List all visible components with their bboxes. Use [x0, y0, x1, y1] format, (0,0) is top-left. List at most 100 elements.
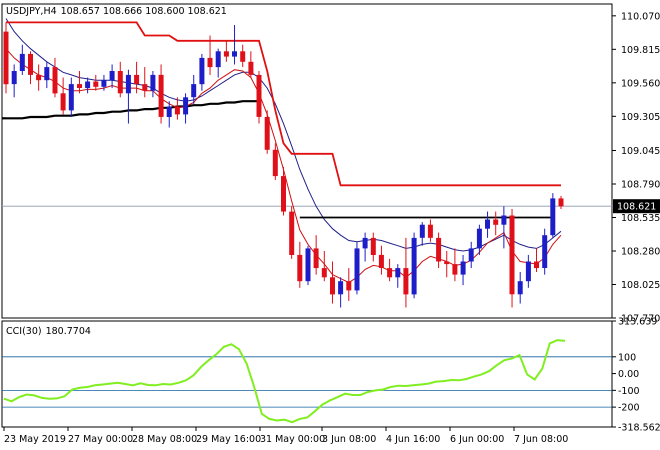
candle-body	[93, 81, 99, 87]
time-tick-label: 7 Jun 08:00	[514, 434, 568, 445]
candle-body	[550, 198, 556, 236]
candle-body	[330, 277, 335, 295]
candle-body	[403, 268, 409, 295]
candle-body	[362, 237, 368, 249]
candle-body	[542, 235, 548, 268]
candle-body	[436, 237, 442, 262]
candle-body	[444, 261, 450, 265]
price-tick-label: 109.045	[621, 146, 660, 157]
cci-tick-label: 313.639	[618, 317, 657, 328]
time-tick-label: 27 May 00:00	[68, 434, 133, 445]
price-tick-label: 108.025	[621, 280, 660, 291]
candle-body	[289, 211, 295, 255]
cci-title: CCI(30) 180.7704	[6, 326, 91, 337]
candle-body	[338, 281, 344, 295]
cci-axis: 313.639 100 0.00 -100 -200 -318.5623	[612, 317, 660, 434]
candle-body	[370, 237, 376, 255]
candle-body	[207, 57, 213, 68]
candle-body	[321, 268, 327, 278]
candle-body	[240, 51, 246, 62]
candle-body	[452, 264, 458, 275]
candle-body	[134, 74, 140, 85]
cci-tick-label: -200	[618, 403, 640, 414]
chart-symbol: USDJPY,H4 108.657 108.666 108.600 108.621	[6, 6, 227, 17]
candle-body	[493, 219, 499, 225]
channel-upper-line	[6, 21, 561, 187]
time-tick-label: 31 May 00:00	[260, 434, 325, 445]
current-price-box	[613, 199, 660, 214]
cci-line	[3, 339, 566, 424]
candle-body	[411, 237, 417, 295]
candle-body	[517, 281, 523, 295]
fast-ma-line	[5, 18, 562, 252]
time-tick-label: 6 Jun 00:00	[450, 434, 504, 445]
candle-body	[183, 97, 189, 115]
candle-body	[223, 51, 229, 57]
candle-body	[158, 74, 164, 117]
long-ma-line	[6, 100, 259, 120]
candle-body	[427, 224, 433, 238]
candle-body	[281, 176, 286, 212]
candle-body	[256, 74, 262, 117]
candle-body	[36, 74, 42, 81]
price-tick-label: 109.305	[621, 112, 660, 123]
cci-tick-label: 0.00	[618, 369, 639, 380]
candle-body	[150, 74, 156, 91]
candle-body	[60, 93, 66, 111]
candle-body	[142, 84, 148, 91]
current-price-label: 108.621	[617, 202, 656, 213]
cci-tick-label: -318.5623	[618, 423, 660, 434]
price-marks	[2, 18, 612, 308]
candle-body	[101, 80, 107, 87]
candle-body	[3, 31, 9, 85]
candle-body	[485, 219, 490, 229]
candle-body	[264, 117, 270, 150]
candle-body	[509, 215, 515, 295]
candle-body	[476, 228, 482, 249]
candle-body	[109, 71, 115, 81]
candle-body	[305, 248, 311, 282]
cci-tick-label: 100	[618, 352, 636, 363]
price-panel: USDJPY,H4 108.657 108.666 108.600 108.621	[1, 3, 613, 319]
candle-body	[297, 254, 303, 282]
candle-body	[215, 51, 221, 68]
cci-marks	[2, 339, 612, 424]
candle-body	[125, 74, 131, 94]
candle-body	[166, 106, 172, 117]
cci-panel-frame	[1, 320, 613, 428]
price-tick-label: 107.770	[621, 314, 660, 325]
time-tick-label: 23 May 2019	[4, 434, 66, 445]
candle-body	[468, 248, 474, 262]
time-tick-label: 28 May 08:00	[132, 434, 197, 445]
candle-body	[44, 67, 50, 81]
time-tick-label: 4 Jun 16:00	[386, 434, 440, 445]
candle-body	[85, 81, 91, 89]
candle-body	[354, 248, 360, 291]
price-tick-label: 108.535	[621, 213, 660, 224]
candle-body	[525, 261, 531, 282]
candle-body	[28, 53, 33, 75]
candle-body	[378, 254, 384, 268]
candle-body	[174, 106, 180, 115]
price-tick-label: 110.070	[621, 11, 660, 22]
candle-body	[534, 261, 539, 269]
cci-tick-label: -100	[618, 386, 640, 397]
price-panel-frame	[1, 3, 613, 319]
candle-body	[248, 61, 254, 75]
candle-body	[11, 71, 17, 85]
candle-body	[501, 215, 507, 225]
candle-body	[558, 198, 564, 207]
candle-body	[199, 57, 205, 85]
price-axis: 110.070 109.815 109.560 109.305 109.045 108.7…	[612, 11, 660, 325]
candle-body	[19, 53, 25, 71]
price-tick-label: 108.280	[621, 247, 660, 258]
candle-body	[460, 261, 466, 275]
price-tick-label: 109.815	[621, 45, 660, 56]
candle-body	[191, 84, 197, 98]
price-tick-label: 109.560	[621, 78, 660, 89]
candle-body	[68, 84, 74, 111]
cci-panel: CCI(30) 180.7704	[1, 320, 613, 428]
candle-body	[395, 268, 401, 278]
